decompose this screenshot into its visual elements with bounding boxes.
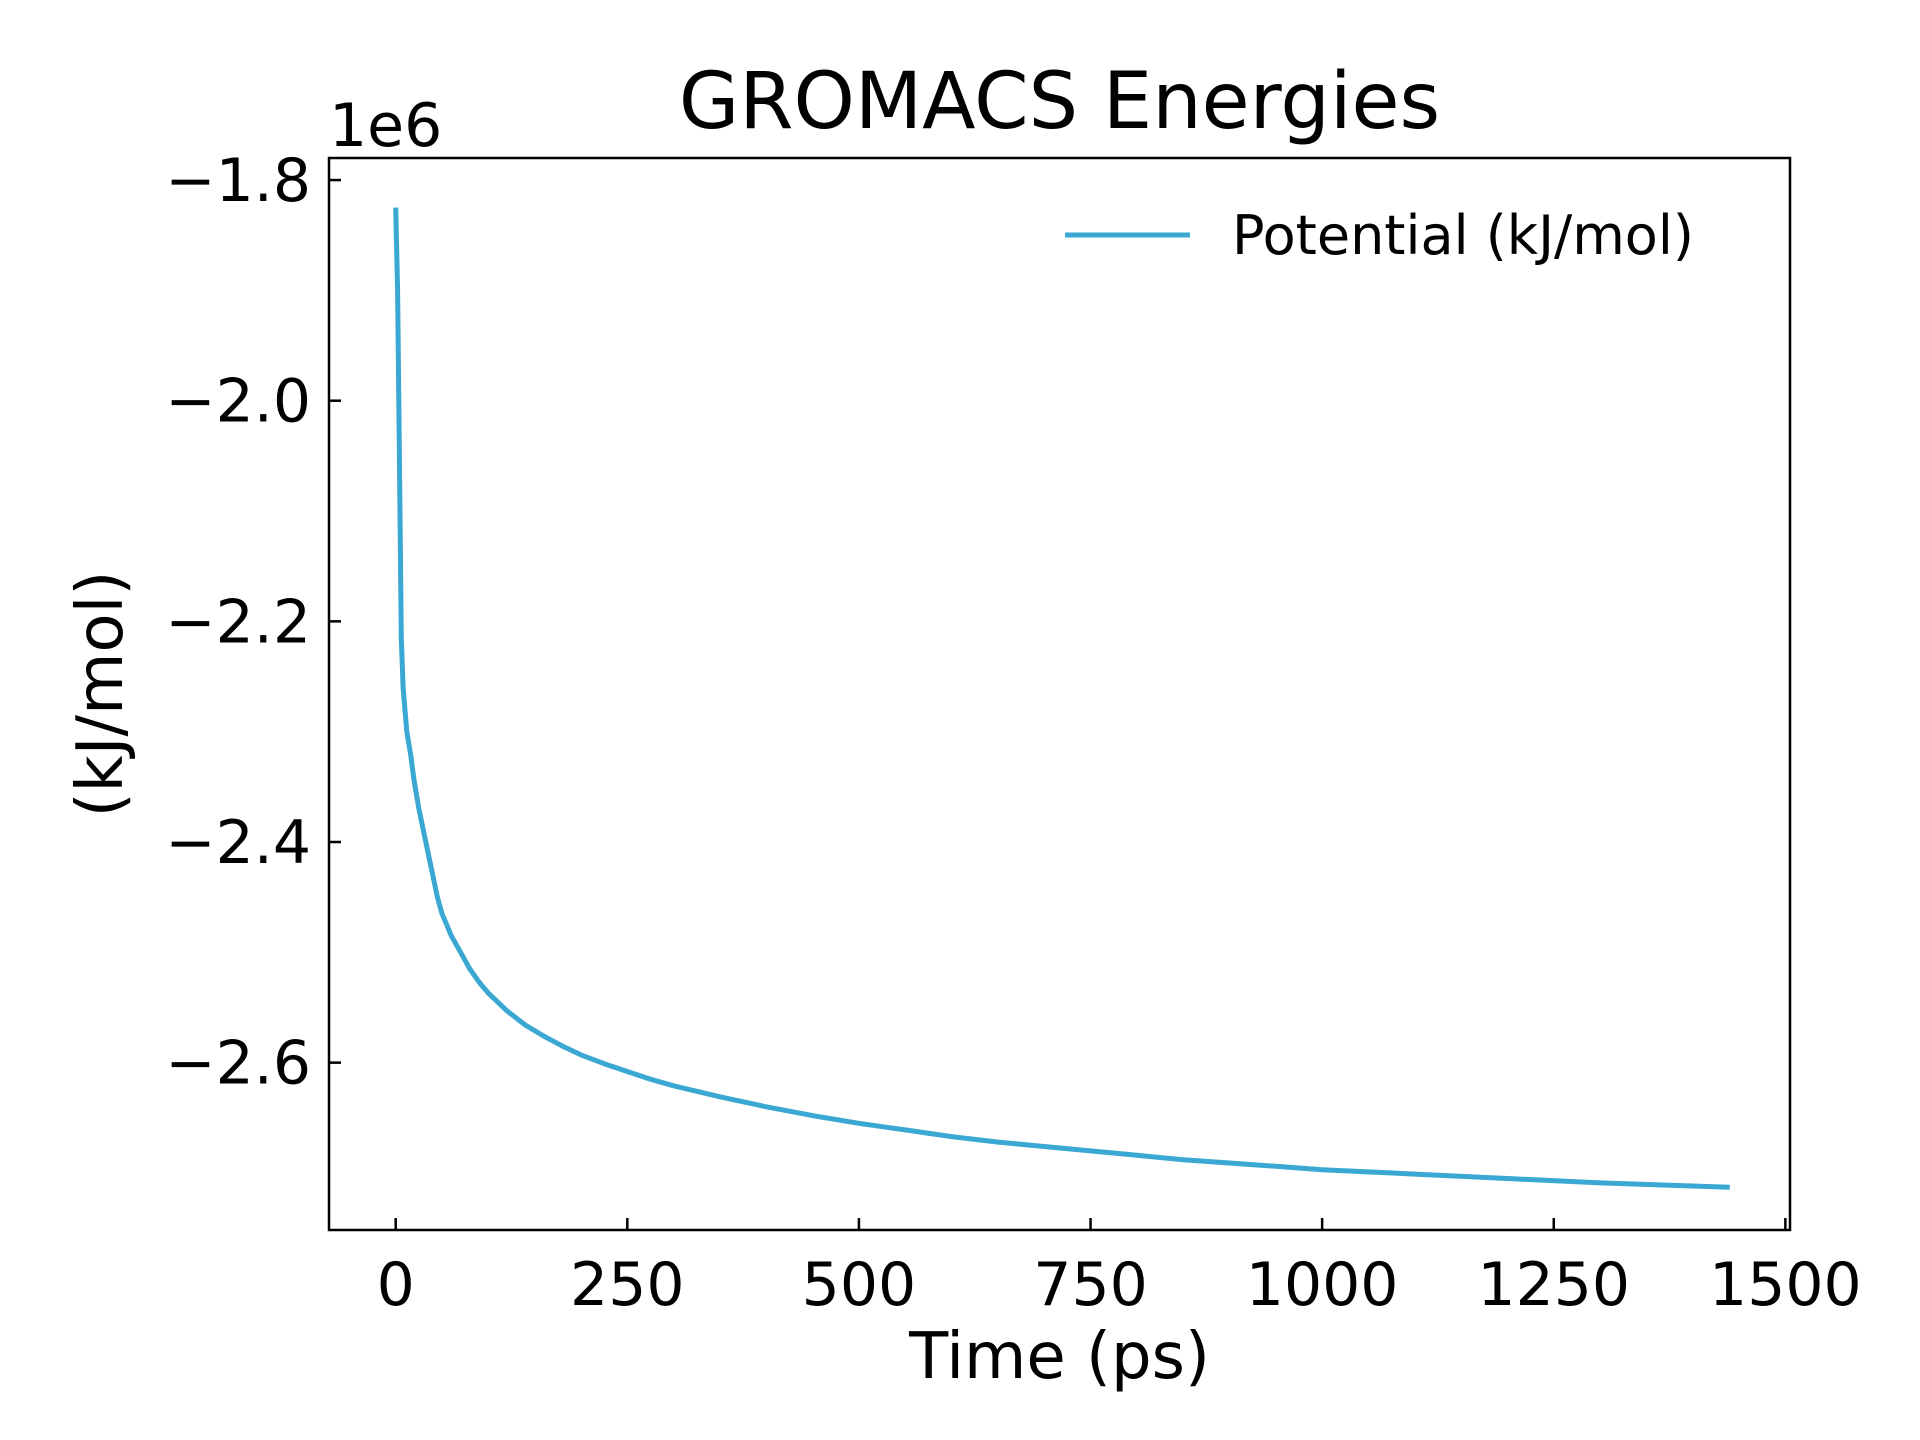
y-tick-label: −2.0: [165, 367, 311, 437]
x-tick-label: 500: [802, 1250, 917, 1320]
series-line-potential: [393, 207, 1730, 1190]
y-tick-label: −1.8: [165, 146, 311, 216]
y-axis: −1.8 −2.0 −2.2 −2.4 −2.6: [165, 146, 341, 1099]
y-axis-label: (kJ/mol): [64, 571, 138, 818]
chart-title: GROMACS Energies: [679, 57, 1440, 147]
y-tick-label: −2.6: [165, 1029, 311, 1099]
x-axis: 0 250 500 750 1000 1250 1500: [377, 1218, 1862, 1320]
legend-label-potential: Potential (kJ/mol): [1232, 204, 1694, 267]
x-tick-label: 1500: [1709, 1250, 1862, 1320]
x-tick-label: 250: [570, 1250, 685, 1320]
y-tick-label: −2.2: [165, 587, 311, 657]
x-tick-label: 750: [1033, 1250, 1148, 1320]
x-tick-label: 1250: [1477, 1250, 1630, 1320]
x-tick-label: 0: [377, 1250, 415, 1320]
legend: Potential (kJ/mol): [1065, 204, 1694, 267]
x-tick-label: 1000: [1246, 1250, 1399, 1320]
x-axis-label: Time (ps): [908, 1320, 1210, 1394]
plot-frame: [327, 156, 1792, 1232]
y-offset-label: 1e6: [329, 91, 442, 161]
y-tick-label: −2.4: [165, 808, 311, 878]
